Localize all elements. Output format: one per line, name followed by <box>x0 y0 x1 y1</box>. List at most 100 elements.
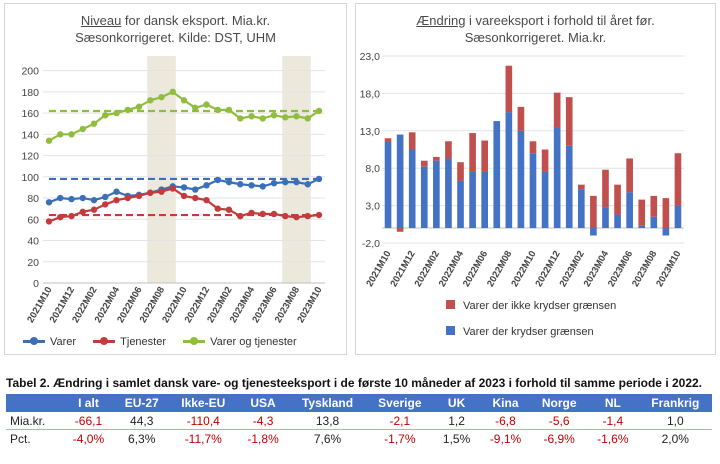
data-point-0 <box>79 194 86 202</box>
bar-crossing <box>626 192 633 229</box>
data-point-1 <box>315 211 323 219</box>
bar-crossing <box>396 134 404 229</box>
bar-not-crossing <box>650 195 658 217</box>
bar-not-crossing <box>457 162 464 181</box>
bar-not-crossing <box>565 97 573 146</box>
bar-crossing <box>420 166 428 229</box>
data-point-1 <box>147 189 154 196</box>
data-point-1 <box>45 218 53 225</box>
bar-crossing <box>433 160 440 229</box>
legend-label-varer-og-tjenester: Varer og tjenester <box>210 335 297 348</box>
bar-not-crossing <box>384 138 392 143</box>
bar-not-crossing <box>481 140 489 172</box>
bar-crossing <box>614 214 621 229</box>
y-tick-label: 120 <box>21 151 39 163</box>
data-point-0 <box>68 195 75 203</box>
data-point-2 <box>293 113 300 120</box>
bar-not-crossing <box>662 198 670 229</box>
change-bar-chart: -2,03,08,013,018,023,02021M102021M122022… <box>360 51 684 289</box>
bar-crossing <box>408 149 416 229</box>
table-cell: -2,1 <box>366 412 434 430</box>
data-point-2 <box>90 120 98 127</box>
y-tick-label: 23,0 <box>360 51 381 63</box>
data-point-2 <box>68 131 75 138</box>
data-point-1 <box>225 206 233 213</box>
data-point-1 <box>90 206 98 213</box>
level-chart-title-rest: for dansk eksport. Mia.kr. <box>121 13 271 28</box>
data-point-2 <box>57 131 64 138</box>
bar-crossing <box>662 228 670 236</box>
data-point-2 <box>259 115 266 122</box>
data-point-0 <box>113 188 120 195</box>
data-point-1 <box>248 209 255 217</box>
table-cell: -6,9% <box>543 431 575 446</box>
data-point-0 <box>259 183 266 190</box>
bar-not-crossing <box>469 133 476 172</box>
y-tick-label: 80 <box>27 193 39 205</box>
data-point-1 <box>158 188 165 195</box>
bar-crossing <box>638 225 646 229</box>
level-chart-legend: Varer Tjenester Varer og tjenester <box>23 334 311 348</box>
table-cell: 44,3 <box>114 412 170 430</box>
bar-crossing <box>481 171 489 229</box>
data-point-0 <box>57 194 64 202</box>
data-point-2 <box>214 106 221 114</box>
level-chart-title: Niveau for dansk eksport. Mia.kr. <box>5 12 346 29</box>
y-tick-label: 60 <box>27 214 39 226</box>
legend-label-varer: Varer <box>50 335 77 348</box>
bar-crossing <box>541 171 549 229</box>
table-header-cell: Sverige <box>366 394 434 412</box>
table-header-cell: EU-27 <box>114 394 170 412</box>
legend-swatch-varer-og-tjenester <box>183 337 206 345</box>
data-point-2 <box>135 103 143 110</box>
table-caption: Tabel 2. Ændring i samlet dansk vare- og… <box>6 376 703 390</box>
bar-not-crossing <box>433 156 440 161</box>
table-cell: -4,3 <box>237 412 289 430</box>
table-cell: -1,6% <box>597 431 629 446</box>
table-header-cell: USA <box>237 394 289 412</box>
table-header-cell: I alt <box>62 394 115 412</box>
bar-crossing <box>674 205 682 229</box>
level-chart-panel: Niveau for dansk eksport. Mia.kr. Sæsonk… <box>4 3 347 355</box>
y-tick-label: 180 <box>21 87 39 99</box>
data-point-0 <box>214 176 221 184</box>
legend-swatch-crossing <box>446 326 455 335</box>
bar-not-crossing <box>614 184 621 215</box>
data-point-1 <box>270 210 278 218</box>
bar-not-crossing <box>638 199 646 226</box>
table-cell: 1,5% <box>442 431 471 446</box>
bar-not-crossing <box>420 160 428 167</box>
data-point-1 <box>214 205 221 212</box>
data-point-1 <box>113 196 120 204</box>
change-chart-title-rest: i vareeksport i forhold til året før. <box>465 13 655 28</box>
data-point-0 <box>282 178 289 186</box>
table-cell: -4,0% <box>72 431 105 446</box>
data-point-2 <box>304 115 311 122</box>
bar-crossing <box>517 130 525 229</box>
bar-not-crossing <box>529 141 537 154</box>
level-chart-title-underlined: Niveau <box>80 13 122 28</box>
bar-not-crossing <box>626 158 633 193</box>
data-point-1 <box>180 192 188 200</box>
bar-not-crossing <box>517 106 525 131</box>
data-point-2 <box>180 97 188 104</box>
bar-not-crossing <box>553 92 561 128</box>
y-tick-label: 40 <box>27 236 39 248</box>
data-point-1 <box>237 212 244 220</box>
data-point-0 <box>225 178 233 186</box>
y-tick-label: 160 <box>21 108 39 120</box>
bar-not-crossing <box>396 228 404 232</box>
change-legend-item-crossing: Varer der krydser grænsen <box>446 326 594 338</box>
table-row: Pct. -4,0% 6,3% -11,7% -1,8% 7,6% -1,7% 1,5% -9,… <box>6 430 712 448</box>
legend-label-tjenester: Tjenester <box>120 335 167 348</box>
y-tick-label: 100 <box>21 172 39 184</box>
data-point-2 <box>113 109 120 117</box>
data-point-2 <box>315 107 323 115</box>
data-point-0 <box>192 186 199 193</box>
legend-label-crossing: Varer der krydser grænsen <box>463 326 594 338</box>
y-tick-label: -2,0 <box>362 238 380 250</box>
data-point-1 <box>259 210 266 218</box>
table-cell: -9,1% <box>489 431 522 446</box>
table-cell: 6,3% <box>128 431 156 446</box>
y-tick-label: 20 <box>27 257 39 269</box>
